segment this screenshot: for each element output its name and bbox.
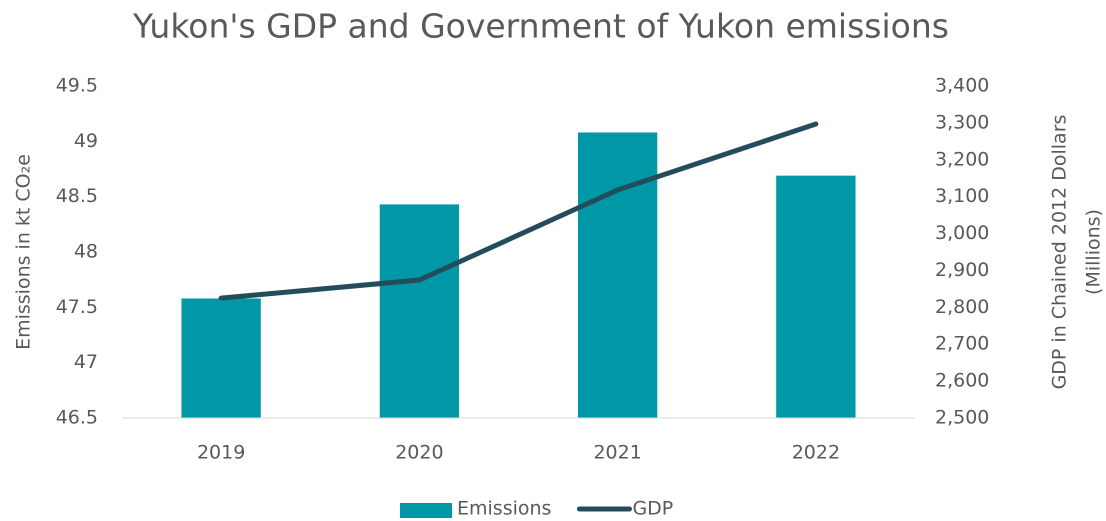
y2-axis-label: GDP in Chained 2012 Dollars	[1049, 115, 1071, 390]
chart-title: Yukon's GDP and Government of Yukon emis…	[132, 7, 949, 46]
y2-tick-label: 3,300	[935, 111, 989, 133]
y2-tick-label: 2,800	[935, 296, 989, 318]
y2-axis-label: (Millions)	[1083, 209, 1105, 295]
y2-tick-label: 2,700	[935, 333, 989, 355]
x-tick-label: 2019	[197, 442, 245, 464]
y2-tick-label: 3,400	[935, 75, 989, 97]
y2-tick-label: 2,600	[935, 370, 989, 392]
line	[218, 121, 819, 301]
y-tick-label: 48	[74, 241, 98, 263]
legend-swatch	[400, 503, 452, 518]
y-axis-label: Emissions in kt CO₂e	[13, 154, 35, 350]
bar	[181, 298, 261, 418]
legend-label: Emissions	[457, 498, 551, 520]
y2-tick-label: 2,500	[935, 407, 989, 429]
y2-tick-label: 3,000	[935, 222, 989, 244]
y-tick-label: 48.5	[56, 185, 98, 207]
y-tick-label: 47	[74, 351, 98, 373]
bar	[379, 204, 460, 418]
bar	[577, 132, 658, 419]
x-tick-label: 2022	[792, 442, 840, 464]
y-tick-label: 47.5	[56, 296, 98, 318]
y-tick-label: 49	[74, 130, 98, 152]
y2-tick-label: 3,100	[935, 185, 989, 207]
x-tick-label: 2021	[593, 442, 641, 464]
bar	[776, 175, 856, 418]
y-tick-label: 49.5	[56, 75, 98, 97]
y-tick-label: 46.5	[56, 407, 98, 429]
y2-tick-label: 2,900	[935, 259, 989, 281]
x-tick-label: 2020	[395, 442, 443, 464]
y2-tick-label: 3,200	[935, 148, 989, 170]
legend-label: GDP	[632, 498, 673, 520]
